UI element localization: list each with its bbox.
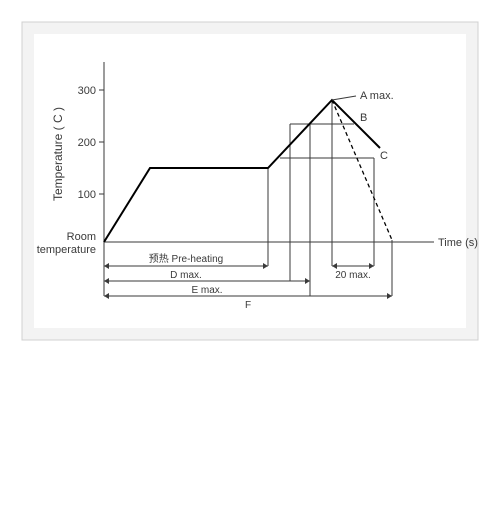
svg-text:Room: Room (67, 231, 96, 243)
svg-text:300: 300 (78, 85, 96, 97)
svg-text:A max.: A max. (360, 90, 394, 102)
svg-text:E max.: E max. (191, 285, 222, 296)
svg-text:temperature: temperature (37, 244, 96, 256)
svg-text:D max.: D max. (170, 270, 202, 281)
svg-text:20 max.: 20 max. (335, 270, 371, 281)
svg-text:Time (s): Time (s) (438, 237, 478, 249)
svg-text:Temperature ( C ): Temperature ( C ) (51, 107, 65, 201)
svg-text:F: F (245, 300, 251, 311)
svg-text:200: 200 (78, 137, 96, 149)
svg-text:预热 Pre-heating: 预热 Pre-heating (149, 252, 223, 265)
svg-text:100: 100 (78, 189, 96, 201)
figure-container: { "figure": { "type": "profile-diagram",… (0, 0, 500, 500)
svg-text:C: C (380, 150, 388, 162)
reflow-profile-diagram: 100 200 300 Temperature ( C ) Roomtemperatur… (0, 0, 500, 500)
svg-text:B: B (360, 112, 367, 124)
